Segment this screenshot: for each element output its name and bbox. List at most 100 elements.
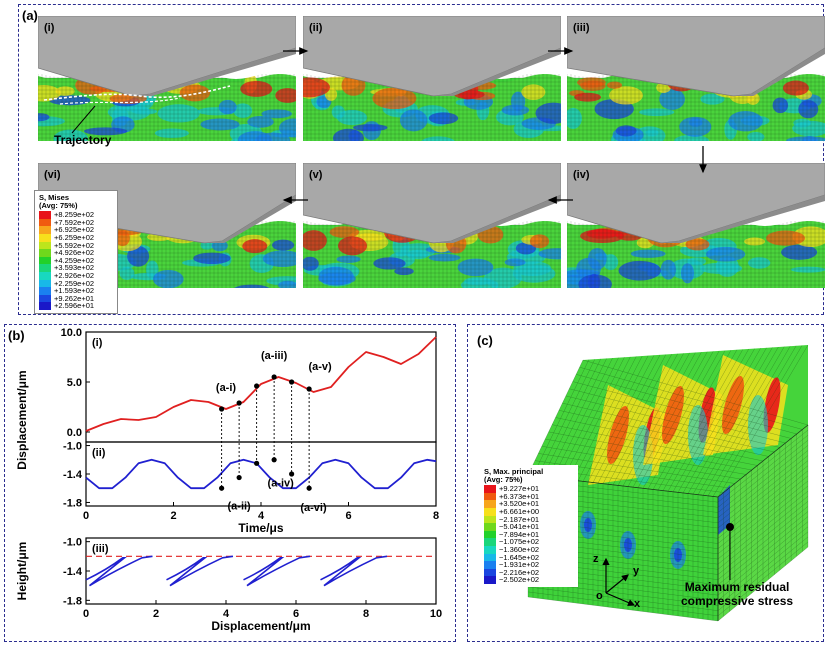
mises-legend-entry: +6.925e+02 (39, 226, 113, 234)
marker-point (271, 457, 277, 463)
mises-legend-swatch (39, 271, 51, 280)
principal-legend-value: −5.041e+01 (499, 522, 540, 532)
y-tick-label: -1.4 (63, 469, 83, 481)
mises-legend-value: +3.593e+02 (54, 263, 95, 273)
x-axis-label: Displacement/μm (211, 619, 310, 633)
mises-legend-value: +2.259e+02 (54, 278, 95, 288)
principal-legend-swatch (484, 515, 496, 524)
trajectory-dashed-line (43, 85, 231, 101)
panel-b-label: (b) (8, 328, 25, 343)
workpiece-contour (38, 72, 296, 141)
point-annotation: (a-vi) (300, 502, 327, 514)
principal-legend-swatch (484, 500, 496, 508)
chart-b-iii: -1.0 -1.4 -1.80 2 4 6 8 10 (iii) Displacement/μm H… (15, 537, 442, 633)
panel-c-label: (c) (477, 333, 493, 348)
mises-legend-value: +5.592e+02 (54, 240, 95, 250)
principal-legend-entry: −1.645e+02 (484, 552, 574, 562)
height-curve (320, 555, 388, 587)
mises-legend-value: +1.593e+02 (54, 286, 95, 296)
mises-legend-value: +6.259e+02 (54, 232, 95, 242)
axis-o-label: o (596, 590, 603, 602)
mises-legend-swatch (39, 241, 51, 250)
plot-frame (85, 441, 437, 507)
workpiece-contour (303, 219, 561, 288)
cutting-tool (38, 16, 296, 97)
series-line (85, 458, 437, 490)
sim-frame-ii (303, 16, 561, 141)
x-tick-label: 6 (345, 510, 351, 522)
mises-legend-swatch (39, 249, 51, 257)
point-annotation: (a-v) (308, 361, 332, 373)
principal-legend-swatch (484, 561, 496, 569)
panel-a-frame (18, 4, 824, 315)
principal-legend-value: +6.661e+00 (499, 506, 540, 516)
principal-legend-value: +3.520e+01 (499, 499, 540, 509)
principal-legend-swatch (484, 568, 496, 577)
axis-y-label: y (633, 565, 640, 577)
cutting-tool (567, 163, 825, 244)
principal-legend-value: −2.187e+01 (499, 514, 540, 524)
mises-legend-value: +8.259e+02 (54, 210, 95, 220)
principal-legend-value: −1.645e+02 (499, 552, 540, 562)
point-annotation: (a-iv) (268, 478, 295, 490)
mises-legend-value: +2.596e+01 (54, 301, 95, 311)
subplot-label: (i) (92, 337, 103, 349)
mises-legend-entry: +2.596e+01 (39, 302, 113, 310)
mises-legend-swatch (39, 218, 51, 227)
trajectory-pointer (71, 105, 96, 134)
y-tick-label: -1.4 (63, 566, 83, 578)
point-annotation: (a-iii) (261, 350, 288, 362)
x-tick-label: 6 (293, 608, 299, 620)
principal-legend-entry: +9.227e+01 (484, 485, 574, 493)
frame-label-v: (v) (309, 169, 323, 181)
principal-legend-entry: −7.894e+01 (484, 531, 574, 539)
height-curve (166, 555, 234, 587)
principal-legend-swatch (484, 507, 496, 516)
x-tick-label: 10 (430, 608, 442, 620)
workpiece-contour (303, 72, 561, 141)
principal-legend-swatch (484, 553, 496, 562)
mises-legend-entry: +4.926e+02 (39, 249, 113, 257)
coordinate-axes (602, 557, 636, 606)
mises-legend-entry: +5.592e+02 (39, 240, 113, 250)
frame-label-ii: (ii) (309, 22, 323, 34)
x-tick-label: 4 (223, 608, 230, 620)
principal-legend-value: −1.075e+02 (499, 537, 540, 547)
mises-legend-swatch (39, 287, 51, 295)
principal-legend-entry: −5.041e+01 (484, 523, 574, 531)
y-tick-label: -1.8 (63, 595, 82, 607)
mises-legend-swatch (39, 256, 51, 265)
axis-z-label: z (593, 553, 599, 565)
principal-legend-swatch (484, 523, 496, 531)
principal-legend-swatch (484, 545, 496, 554)
x-tick-label: 4 (258, 510, 265, 522)
panel-c-frame (467, 324, 824, 642)
principal-legend-entry: −2.502e+02 (484, 576, 574, 584)
mises-legend-swatch (39, 233, 51, 242)
sim-frame-iv (567, 163, 825, 288)
mises-legend-swatch (39, 294, 51, 303)
subplot-label: (iii) (92, 543, 109, 555)
marker-point (306, 485, 312, 491)
mises-legend-entry: +6.259e+02 (39, 234, 113, 242)
principal-legend-value: +6.373e+01 (499, 491, 540, 501)
principal-legend-title: S, Max. principal (Avg: 75%) (484, 467, 544, 484)
y-axis-label: Displacement/μm (15, 370, 29, 469)
principal-legend-value: +9.227e+01 (499, 484, 540, 494)
principal-legend-value: −2.502e+02 (499, 575, 540, 585)
mises-legend-value: +9.262e+01 (54, 293, 95, 303)
panel-b-charts: 0.0 5.0 10.0 (i) Displacement/μm (a-i) (a-iii)… (15, 327, 442, 633)
axis-x-label: x (634, 598, 641, 610)
principal-legend-entry: −2.187e+01 (484, 514, 574, 524)
principal-legend-entry: +6.373e+01 (484, 493, 574, 501)
principal-legend-entry: +3.520e+01 (484, 500, 574, 508)
annotation-dot (726, 523, 734, 531)
marker-point (289, 471, 295, 477)
panel-b-frame (4, 324, 456, 642)
x-tick-label: 2 (170, 510, 176, 522)
sim-frame-i (38, 16, 296, 141)
trajectory-label: Trajectory (54, 133, 112, 147)
mises-legend-entry: +2.926e+02 (39, 272, 113, 280)
principal-legend: S, Max. principal (Avg: 75%) +9.227e+01 +6… (480, 465, 578, 587)
panel-a-label: (a) (22, 8, 38, 23)
